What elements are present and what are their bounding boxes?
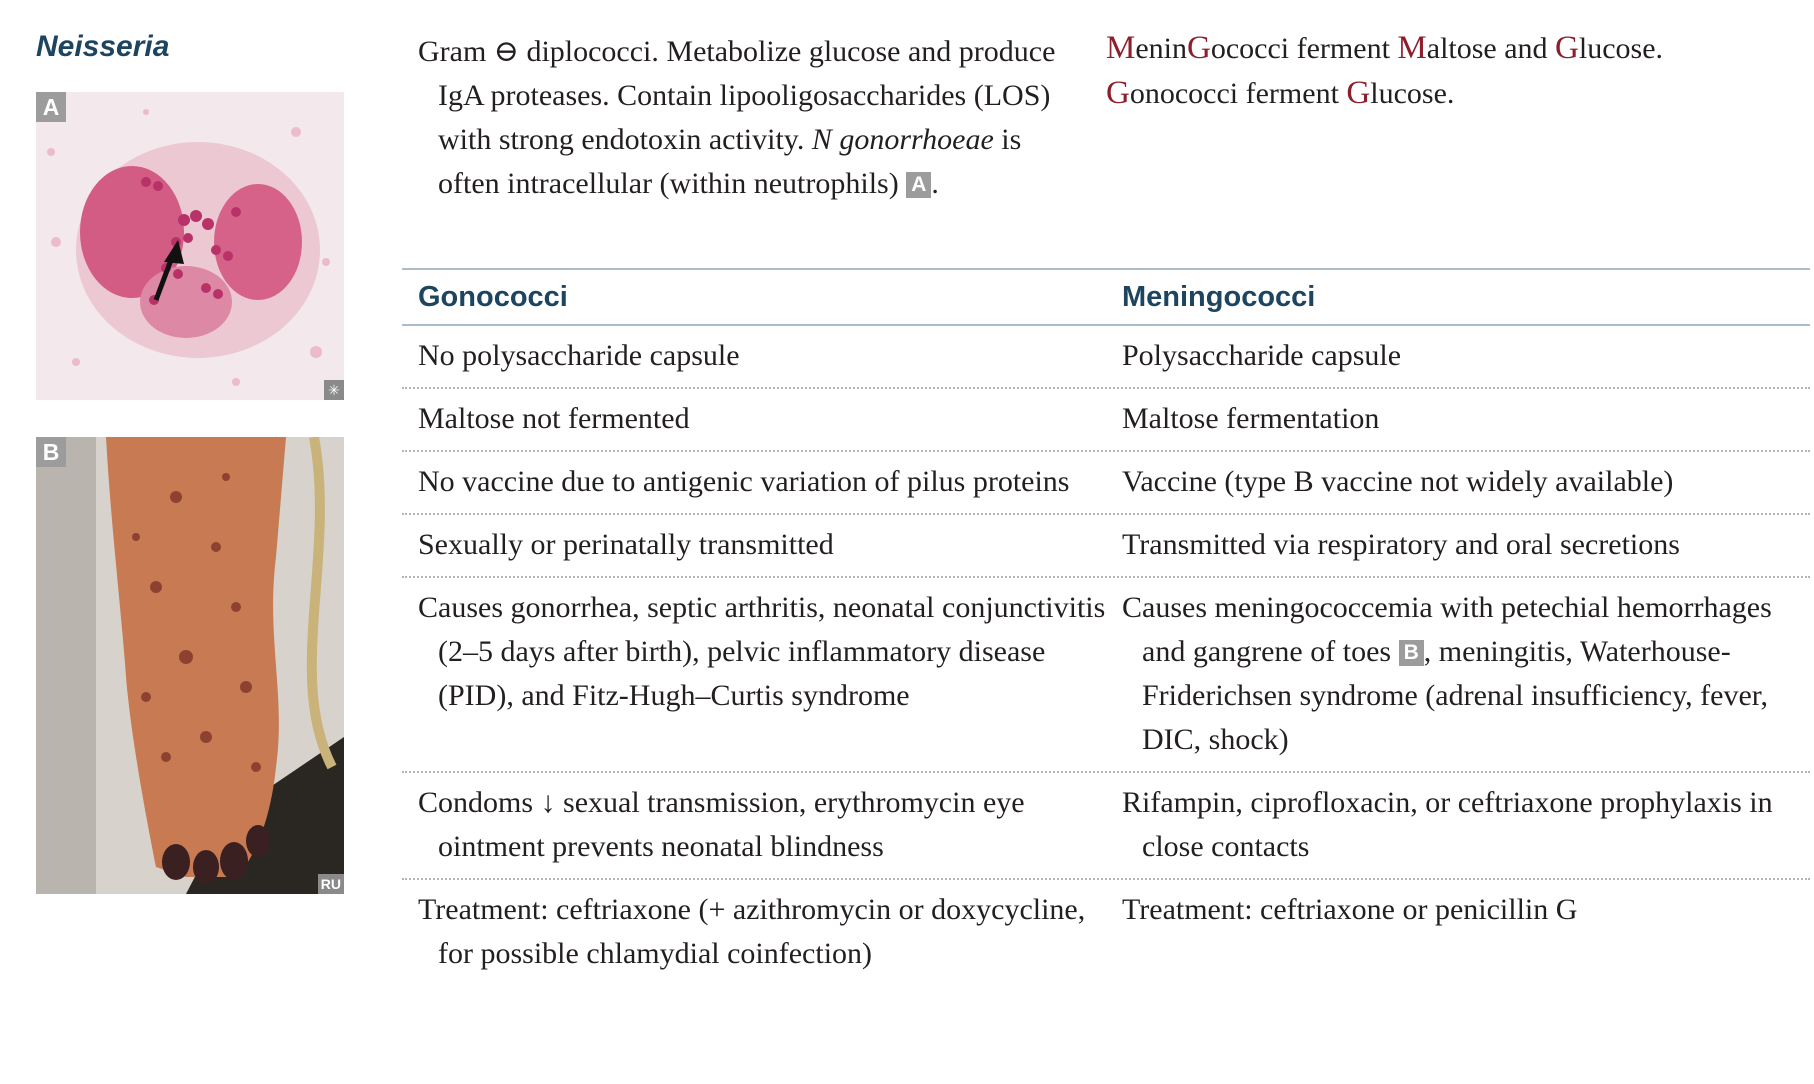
asterisk-icon: ✳ xyxy=(324,380,344,400)
mnemonic-text: lucose. xyxy=(1578,32,1664,65)
intro-text-2: is often intracellular (within neutrophi… xyxy=(438,123,1022,200)
micrograph-illustration xyxy=(36,92,344,400)
gonococci-cell: Maltose not fermented xyxy=(418,402,690,435)
table-row: No vaccine due to antigenic variation of… xyxy=(402,452,1810,515)
table-row: Condoms ↓ sexual transmission, erythromy… xyxy=(402,773,1810,880)
mnemonic-text: enin xyxy=(1135,32,1187,65)
table-row: Causes gonorrhea, septic arthritis, neon… xyxy=(402,578,1810,773)
foot-photo-image-b: B RU xyxy=(36,437,344,894)
mnemonic-highlight-letter: G xyxy=(1106,75,1130,111)
mnemonic-highlight-letter: M xyxy=(1397,30,1427,66)
gonococci-cell: Causes gonorrhea, septic arthritis, neon… xyxy=(418,591,1106,712)
figure-ref-b[interactable]: B xyxy=(1398,640,1424,666)
table-row: Sexually or perinatally transmitted Tran… xyxy=(402,515,1810,578)
mnemonic-line-2: Gonococci ferment Glucose. xyxy=(1106,71,1806,116)
meningococci-cell: Causes meningococcemia with petechial he… xyxy=(1106,586,1810,762)
gonococci-cell: No vaccine due to antigenic variation of… xyxy=(418,465,1070,498)
copyright-mark: RU xyxy=(317,874,344,894)
intro-end: . xyxy=(931,167,939,200)
comparison-table: Gonococci Meningococci No polysaccharide… xyxy=(402,268,1810,985)
header-meningococci: Meningococci xyxy=(1122,280,1316,313)
section-heading: Neisseria xyxy=(36,30,170,63)
image-label-b: B xyxy=(36,437,66,467)
figure-ref-a[interactable]: A xyxy=(906,172,932,198)
intro-paragraph: Gram ⊖ diplococci. Metabolize glucose an… xyxy=(418,30,1058,206)
intro-italic: N gonorrhoeae xyxy=(811,123,994,156)
intro-text: Gram ⊖ diplococci. Metabolize glucose an… xyxy=(418,35,1056,156)
image-label-a: A xyxy=(36,92,66,122)
gonococci-cell: Sexually or perinatally transmitted xyxy=(418,528,834,561)
meningococci-cell: Vaccine (type B vaccine not widely avail… xyxy=(1122,465,1674,498)
mnemonic-box: MeninGococci ferment Maltose and Glucose… xyxy=(1106,26,1806,116)
table-row: Treatment: ceftriaxone (+ azithromycin o… xyxy=(402,880,1810,985)
meningococci-cell: Rifampin, ciprofloxacin, or ceftriaxone … xyxy=(1122,786,1773,863)
meningococci-cell: Maltose fermentation xyxy=(1122,402,1380,435)
meningococci-cell: Treatment: ceftriaxone or penicillin G xyxy=(1122,893,1578,926)
table-row: Maltose not fermented Maltose fermentati… xyxy=(402,389,1810,452)
foot-illustration xyxy=(36,437,344,894)
gonococci-cell: Treatment: ceftriaxone (+ azithromycin o… xyxy=(418,893,1086,970)
mnemonic-text: ococci ferment xyxy=(1210,32,1398,65)
meningococci-cell: Transmitted via respiratory and oral sec… xyxy=(1122,528,1680,561)
mnemonic-line-1: MeninGococci ferment Maltose and Glucose… xyxy=(1106,26,1806,71)
mnemonic-text: onococci ferment xyxy=(1129,77,1347,110)
mnemonic-text: altose and xyxy=(1426,32,1556,65)
mnemonic-highlight-letter: G xyxy=(1346,75,1371,111)
mnemonic-text: lucose. xyxy=(1370,77,1455,110)
table-row: No polysaccharide capsule Polysaccharide… xyxy=(402,326,1810,389)
meningococci-cell-tail: , meningitis, Waterhouse-Friderichsen sy… xyxy=(1142,635,1769,756)
gonococci-cell: No polysaccharide capsule xyxy=(418,339,740,372)
mnemonic-highlight-letter: G xyxy=(1187,30,1211,66)
gonococci-cell: Condoms ↓ sexual transmission, erythromy… xyxy=(418,786,1025,863)
mnemonic-highlight-letter: G xyxy=(1555,30,1579,66)
table-header: Gonococci Meningococci xyxy=(402,268,1810,326)
micrograph-image-a: A ✳ xyxy=(36,92,344,400)
meningococci-cell: Polysaccharide capsule xyxy=(1122,339,1402,372)
mnemonic-highlight-letter: M xyxy=(1106,30,1136,66)
header-gonococci: Gonococci xyxy=(418,280,568,313)
meningococci-cell-text: Causes meningococcemia with petechial he… xyxy=(1122,591,1772,668)
